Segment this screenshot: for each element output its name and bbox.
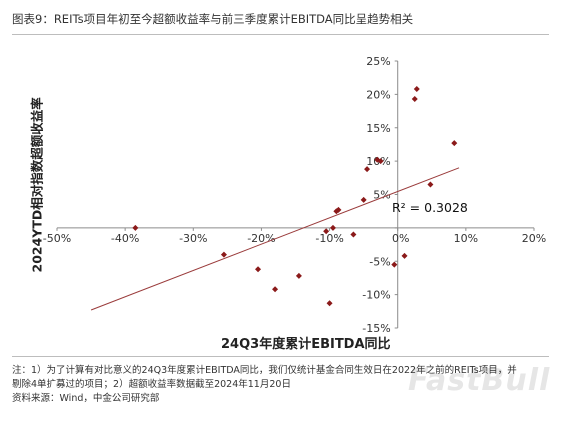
footnote-line-1: 注：1）为了计算有对比意义的24Q3年度累计EBITDA同比，我们仅统计基金合同… bbox=[12, 365, 517, 376]
data-point bbox=[391, 261, 398, 268]
data-point bbox=[326, 300, 333, 307]
data-point bbox=[364, 166, 371, 173]
data-point bbox=[272, 286, 279, 293]
x-tick-label: -40% bbox=[111, 232, 139, 245]
tick-labels: -50% -40% -30% -20% -10% 0% 10% 20% -15% -10% -5% 5… bbox=[43, 55, 546, 335]
x-tick-label: -50% bbox=[43, 232, 71, 245]
r-squared-annotation: R² = 0.3028 bbox=[392, 200, 468, 215]
data-point bbox=[377, 158, 384, 165]
data-point bbox=[335, 206, 342, 213]
title-divider bbox=[12, 34, 549, 35]
points-layer bbox=[132, 86, 458, 307]
x-tick-label: -30% bbox=[179, 232, 207, 245]
axes bbox=[56, 60, 535, 329]
data-point bbox=[295, 272, 302, 279]
chart-title: 图表9：REITs项目年初至今超额收益率与前三季度累计EBITDA同比呈趋势相关 bbox=[12, 12, 414, 26]
footnote-line-2: 剔除4单扩募过的项目；2）超额收益率数据截至2024年11月20日 bbox=[12, 379, 291, 390]
x-tick-label: 10% bbox=[454, 232, 478, 245]
data-point bbox=[323, 228, 330, 235]
y-tick-label: -15% bbox=[362, 322, 390, 335]
y-tick-label: 20% bbox=[366, 88, 390, 101]
y-tick-label: 25% bbox=[366, 55, 390, 68]
x-axis-label: 24Q3年度累计EBITDA同比 bbox=[221, 337, 391, 352]
data-point bbox=[350, 231, 357, 238]
data-point bbox=[329, 224, 336, 231]
footnotes: 注：1）为了计算有对比意义的24Q3年度累计EBITDA同比，我们仅统计基金合同… bbox=[12, 364, 549, 406]
x-tick-label: 20% bbox=[522, 232, 546, 245]
trendline-layer bbox=[90, 167, 460, 311]
data-point bbox=[401, 252, 408, 259]
data-point bbox=[360, 196, 367, 203]
trendline bbox=[90, 167, 460, 311]
y-tick-label: 15% bbox=[366, 122, 390, 135]
data-point bbox=[451, 140, 458, 147]
data-point bbox=[427, 181, 434, 188]
y-tick-label: -10% bbox=[362, 289, 390, 302]
data-point bbox=[132, 224, 139, 231]
data-point bbox=[413, 86, 420, 93]
source-line: 资料来源：Wind，中金公司研究部 bbox=[12, 393, 160, 404]
y-tick-label: 5% bbox=[373, 189, 390, 202]
y-axis-label: 2024YTD相对指数超额收益率 bbox=[29, 97, 45, 273]
watermark: FastBull bbox=[408, 363, 551, 398]
data-point bbox=[220, 251, 227, 258]
notes-divider bbox=[12, 356, 549, 357]
y-tick-label: -5% bbox=[369, 255, 390, 268]
x-tick-label: 0% bbox=[392, 232, 409, 245]
x-tick-label: -10% bbox=[315, 232, 343, 245]
data-point bbox=[255, 266, 262, 273]
x-tick-label: -20% bbox=[247, 232, 275, 245]
data-point bbox=[411, 96, 418, 103]
